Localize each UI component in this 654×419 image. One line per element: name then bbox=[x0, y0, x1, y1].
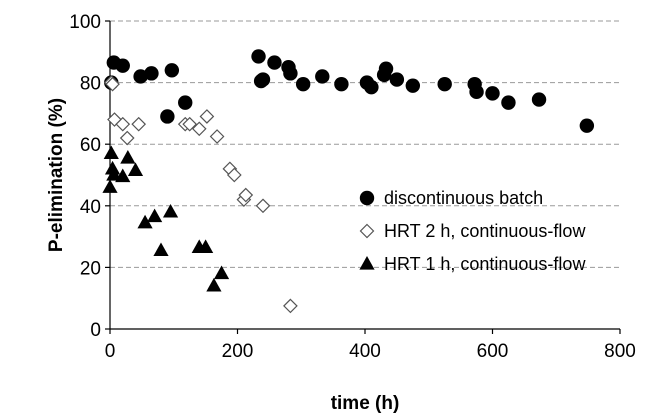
point-0-5 bbox=[160, 109, 175, 124]
axes bbox=[105, 20, 621, 334]
point-1-15 bbox=[255, 198, 271, 214]
point-0-2 bbox=[115, 58, 130, 73]
x-tick-label-0: 0 bbox=[105, 341, 116, 362]
point-2-9 bbox=[153, 242, 169, 257]
point-2-7 bbox=[137, 214, 153, 229]
point-1-4 bbox=[119, 130, 135, 146]
point-2-1 bbox=[103, 145, 119, 160]
point-2-0 bbox=[102, 179, 118, 193]
legend-marker-0 bbox=[359, 190, 375, 206]
point-0-18 bbox=[364, 80, 379, 95]
legend-label-0: discontinuous batch bbox=[384, 188, 543, 208]
point-0-10 bbox=[255, 72, 271, 87]
point-2-8 bbox=[147, 208, 163, 223]
point-1-16 bbox=[283, 298, 298, 314]
y-tick-label-40: 40 bbox=[80, 197, 101, 218]
point-0-7 bbox=[178, 95, 193, 110]
point-0-3 bbox=[133, 69, 148, 84]
point-2-3 bbox=[106, 167, 122, 181]
point-2-13 bbox=[206, 277, 222, 292]
point-1-7 bbox=[182, 116, 198, 132]
point-0-23 bbox=[437, 76, 452, 92]
y-tick-label-0: 0 bbox=[90, 320, 101, 341]
point-0-22 bbox=[405, 78, 421, 93]
y-tick-label-80: 80 bbox=[80, 74, 101, 95]
data-points bbox=[102, 49, 595, 314]
legend-marker-2 bbox=[359, 256, 375, 270]
point-1-14 bbox=[238, 187, 254, 203]
y-tick-label-20: 20 bbox=[80, 258, 101, 279]
point-0-21 bbox=[389, 72, 405, 87]
point-2-5 bbox=[120, 150, 136, 164]
point-2-12 bbox=[198, 239, 214, 253]
point-0-27 bbox=[501, 95, 516, 110]
point-0-29 bbox=[579, 118, 595, 133]
point-1-12 bbox=[226, 167, 242, 183]
y-tick-labels: 0 20 40 60 80 100 bbox=[69, 12, 101, 341]
point-1-5 bbox=[131, 116, 147, 132]
point-2-6 bbox=[127, 162, 144, 176]
point-0-16 bbox=[334, 76, 349, 92]
x-tick-labels: 0 200 400 600 800 bbox=[105, 341, 636, 362]
y-axis-title: P-elimination (%) bbox=[46, 98, 67, 252]
legend: discontinuous batch HRT 2 h, continuous-f… bbox=[359, 188, 586, 274]
point-0-20 bbox=[378, 61, 394, 76]
legend-label-1: HRT 2 h, continuous-flow bbox=[384, 221, 586, 241]
point-0-14 bbox=[295, 76, 311, 92]
point-0-6 bbox=[164, 63, 180, 78]
point-2-10 bbox=[162, 203, 179, 218]
x-tick-label-600: 600 bbox=[477, 341, 509, 362]
point-0-25 bbox=[469, 84, 484, 100]
y-tick-label-100: 100 bbox=[69, 12, 101, 33]
point-2-2 bbox=[104, 160, 121, 175]
point-0-8 bbox=[251, 49, 266, 64]
point-1-10 bbox=[209, 129, 225, 144]
point-0-28 bbox=[531, 92, 547, 107]
x-tick-label-400: 400 bbox=[349, 341, 381, 362]
point-1-9 bbox=[199, 109, 215, 124]
point-0-13 bbox=[283, 66, 298, 81]
point-1-3 bbox=[115, 116, 131, 132]
point-0-26 bbox=[485, 86, 500, 101]
y-tick-label-60: 60 bbox=[80, 135, 101, 156]
point-0-11 bbox=[267, 55, 282, 70]
point-1-8 bbox=[191, 121, 207, 137]
legend-marker-1 bbox=[359, 223, 375, 239]
x-tick-label-800: 800 bbox=[604, 341, 636, 362]
x-axis-title: time (h) bbox=[331, 393, 400, 414]
point-2-4 bbox=[115, 168, 131, 183]
point-1-1 bbox=[105, 76, 120, 92]
x-tick-label-200: 200 bbox=[222, 341, 254, 362]
point-0-15 bbox=[315, 69, 330, 84]
point-0-4 bbox=[144, 66, 159, 81]
point-2-14 bbox=[213, 265, 230, 280]
gridlines bbox=[110, 20, 620, 268]
legend-label-2: HRT 1 h, continuous-flow bbox=[384, 254, 586, 274]
